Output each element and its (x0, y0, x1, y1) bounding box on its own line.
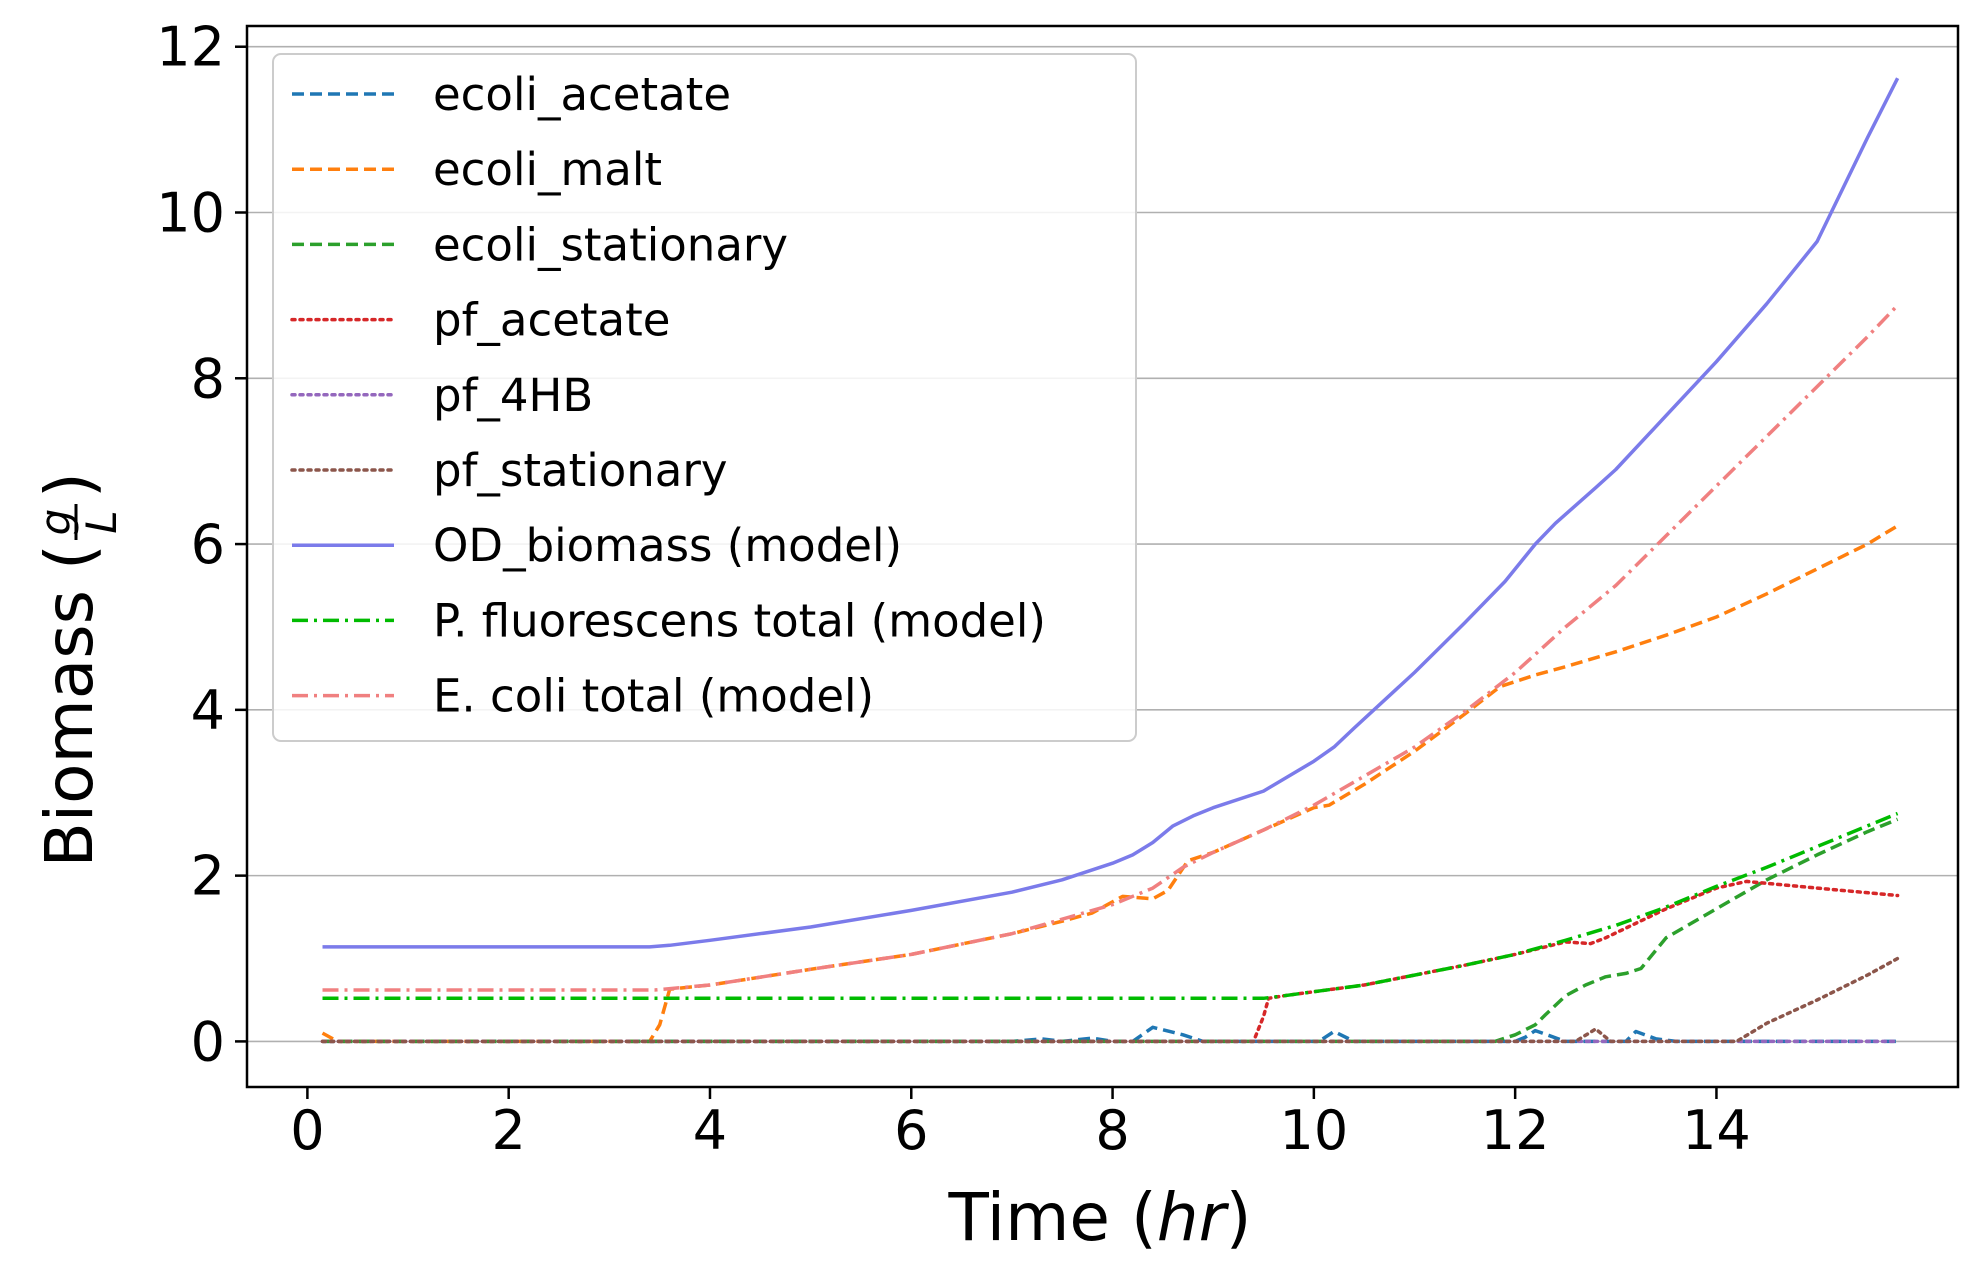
y-axis-title-paren-close: ) (31, 472, 108, 498)
legend-label-2: ecoli_stationary (433, 218, 788, 271)
legend-label-5: pf_stationary (433, 444, 727, 497)
legend-box (272, 53, 1137, 742)
x-tick-label-8: 8 (1095, 1099, 1129, 1162)
legend-label-6: OD_biomass (model) (433, 519, 902, 572)
x-axis-title: Time (hr) (948, 1179, 1252, 1256)
x-tick-label-4: 4 (693, 1099, 727, 1162)
y-axis-ticks: 0 2 4 6 8 10 12 (156, 16, 247, 1073)
series-line-0 (322, 1025, 1898, 1044)
y-tick-label-12: 12 (156, 16, 225, 79)
legend-items: ecoli_acetate ecoli_malt ecoli_stationaryp… (290, 68, 1046, 723)
series-lines (320, 77, 1900, 1044)
y-tick-label-8: 8 (191, 347, 225, 410)
legend: ecoli_acetate ecoli_malt ecoli_stationaryp… (272, 53, 1137, 742)
legend-label-8: E. coli total (model) (433, 670, 874, 723)
y-tick-label-4: 4 (191, 679, 225, 742)
x-axis-ticks: 0 2 4 6 8 10 12 14 (290, 1087, 1751, 1162)
x-tick-label-6: 6 (894, 1099, 928, 1162)
y-axis-title-text: Biomass (31, 590, 108, 868)
y-axis-title: Biomass ( g L ) (31, 472, 126, 867)
y-tick-label-10: 10 (156, 182, 225, 245)
plot-frame (245, 24, 1960, 1089)
series-line-3 (320, 879, 1900, 1044)
series-line-7 (322, 811, 1899, 1001)
legend-label-3: pf_acetate (433, 294, 670, 347)
x-tick-label-0: 0 (290, 1099, 324, 1162)
legend-label-1: ecoli_malt (433, 143, 662, 196)
series-line-8 (322, 304, 1899, 992)
y-tick-label-2: 2 (191, 845, 225, 908)
series-line-6 (322, 77, 1900, 949)
y-tick-label-0: 0 (191, 1010, 225, 1073)
series-line-2 (322, 817, 1899, 1044)
x-tick-label-14: 14 (1682, 1099, 1751, 1162)
x-tick-label-10: 10 (1279, 1099, 1348, 1162)
y-tick-label-6: 6 (191, 513, 225, 576)
x-tick-label-2: 2 (492, 1099, 526, 1162)
x-tick-label-12: 12 (1481, 1099, 1550, 1162)
legend-label-4: pf_4HB (433, 369, 593, 422)
legend-label-0: ecoli_acetate (433, 68, 731, 121)
y-axis-unit-denominator: L (77, 510, 126, 533)
y-axis-unit-numerator: g (31, 509, 80, 536)
y-axis-title-paren-open: ( (31, 544, 108, 570)
legend-label-7: P. fluorescens total (model) (433, 594, 1046, 647)
